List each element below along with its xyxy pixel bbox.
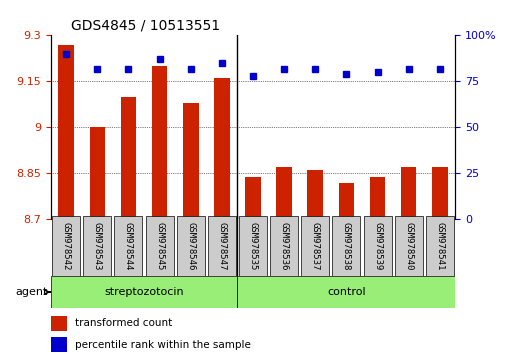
FancyBboxPatch shape	[394, 216, 422, 276]
Bar	[338, 183, 354, 219]
Text: control: control	[326, 287, 365, 297]
Bar	[152, 66, 167, 219]
Text: agent: agent	[15, 287, 50, 297]
Bar	[50, 337, 67, 352]
Bar	[369, 177, 385, 219]
FancyBboxPatch shape	[270, 216, 297, 276]
Bar	[245, 177, 260, 219]
FancyBboxPatch shape	[425, 216, 453, 276]
Bar	[120, 97, 136, 219]
Text: GSM978537: GSM978537	[310, 222, 319, 270]
FancyBboxPatch shape	[237, 276, 454, 308]
Text: GSM978541: GSM978541	[434, 222, 443, 270]
Bar	[50, 316, 67, 331]
Text: GSM978546: GSM978546	[186, 222, 195, 270]
Text: GSM978536: GSM978536	[279, 222, 288, 270]
Text: GDS4845 / 10513551: GDS4845 / 10513551	[71, 19, 220, 33]
Text: percentile rank within the sample: percentile rank within the sample	[75, 339, 250, 350]
FancyBboxPatch shape	[176, 216, 205, 276]
Bar	[183, 103, 198, 219]
Text: GSM978545: GSM978545	[155, 222, 164, 270]
FancyBboxPatch shape	[363, 216, 391, 276]
Bar	[400, 167, 416, 219]
Text: GSM978544: GSM978544	[124, 222, 133, 270]
FancyBboxPatch shape	[50, 276, 237, 308]
Text: GSM978542: GSM978542	[62, 222, 71, 270]
Bar	[58, 45, 74, 219]
Bar	[214, 78, 229, 219]
Bar	[431, 167, 447, 219]
FancyBboxPatch shape	[300, 216, 329, 276]
Text: transformed count: transformed count	[75, 318, 172, 329]
Bar	[276, 167, 291, 219]
Text: GSM978539: GSM978539	[372, 222, 381, 270]
Text: streptozotocin: streptozotocin	[104, 287, 183, 297]
FancyBboxPatch shape	[145, 216, 173, 276]
Text: GSM978540: GSM978540	[403, 222, 413, 270]
Text: GSM978538: GSM978538	[341, 222, 350, 270]
FancyBboxPatch shape	[114, 216, 142, 276]
Bar	[307, 170, 322, 219]
FancyBboxPatch shape	[332, 216, 360, 276]
Text: GSM978543: GSM978543	[92, 222, 102, 270]
FancyBboxPatch shape	[52, 216, 80, 276]
FancyBboxPatch shape	[238, 216, 267, 276]
FancyBboxPatch shape	[208, 216, 235, 276]
Bar	[89, 127, 105, 219]
FancyBboxPatch shape	[83, 216, 111, 276]
Text: GSM978535: GSM978535	[248, 222, 257, 270]
Text: GSM978547: GSM978547	[217, 222, 226, 270]
